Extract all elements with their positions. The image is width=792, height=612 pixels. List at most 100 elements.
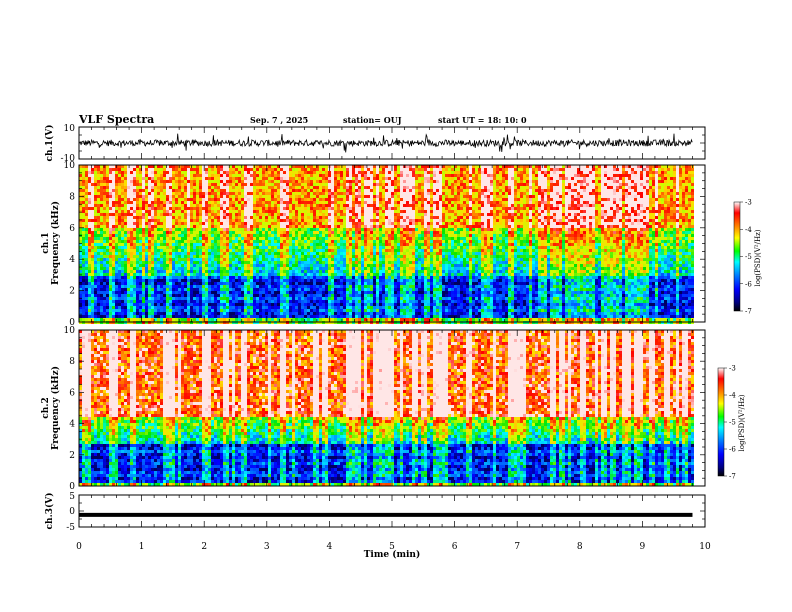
- spectrogram-cell: [250, 180, 253, 183]
- spectrogram-cell: [292, 315, 295, 318]
- spectrogram-cell: [220, 282, 223, 285]
- spectrogram-cell: [202, 270, 205, 273]
- spectrogram-cell: [301, 228, 304, 231]
- spectrogram-cell: [337, 222, 340, 225]
- spectrogram-cell: [286, 291, 289, 294]
- spectrogram-cell: [142, 294, 145, 297]
- spectrogram-cell: [163, 300, 166, 303]
- spectrogram-cell: [250, 285, 253, 288]
- spectrogram-cell: [205, 225, 208, 228]
- spectrogram-cell: [142, 219, 145, 222]
- spectrogram-cell: [196, 312, 199, 315]
- spectrogram-cell: [316, 189, 319, 192]
- spectrogram-cell: [322, 189, 325, 192]
- spectrogram-cell: [346, 267, 349, 270]
- spectrogram-cell: [301, 192, 304, 195]
- spectrogram-cell: [124, 177, 127, 180]
- spectrogram-cell: [319, 228, 322, 231]
- spectrogram-cell: [82, 270, 85, 273]
- spectrogram-cell: [244, 165, 247, 168]
- spectrogram-cell: [112, 207, 115, 210]
- spectrogram-cell: [178, 171, 181, 174]
- spectrogram-cell: [241, 255, 244, 258]
- spectrogram-cell: [274, 216, 277, 219]
- spectrogram-cell: [352, 270, 355, 273]
- spectrogram-cell: [340, 261, 343, 264]
- spectrogram-cell: [193, 294, 196, 297]
- spectrogram-cell: [187, 291, 190, 294]
- spectrogram-cell: [85, 306, 88, 309]
- spectrogram-cell: [211, 174, 214, 177]
- spectrogram-cell: [274, 219, 277, 222]
- spectrogram-cell: [346, 285, 349, 288]
- spectrogram-cell: [97, 291, 100, 294]
- spectrogram-cell: [208, 291, 211, 294]
- spectrogram-cell: [112, 273, 115, 276]
- spectrogram-cell: [304, 315, 307, 318]
- spectrogram-cell: [148, 207, 151, 210]
- spectrogram-cell: [166, 234, 169, 237]
- spectrogram-cell: [283, 252, 286, 255]
- spectrogram-cell: [115, 219, 118, 222]
- spectrogram-cell: [139, 303, 142, 306]
- spectrogram-cell: [265, 228, 268, 231]
- spectrogram-cell: [340, 207, 343, 210]
- spectrogram-cell: [115, 243, 118, 246]
- spectrogram-cell: [241, 315, 244, 318]
- spectrogram-cell: [334, 282, 337, 285]
- spectrogram-cell: [172, 231, 175, 234]
- spectrogram-cell: [343, 204, 346, 207]
- spectrogram-cell: [106, 315, 109, 318]
- spectrogram-cell: [268, 228, 271, 231]
- spectrogram-cell: [337, 315, 340, 318]
- spectrogram-cell: [82, 279, 85, 282]
- spectrogram-cell: [202, 195, 205, 198]
- spectrogram-cell: [298, 309, 301, 312]
- spectrogram-cell: [280, 297, 283, 300]
- spectrogram-cell: [289, 282, 292, 285]
- spectrogram-cell: [310, 219, 313, 222]
- spectrogram-cell: [139, 213, 142, 216]
- spectrogram-cell: [328, 255, 331, 258]
- spectrogram-cell: [115, 240, 118, 243]
- spectrogram-cell: [223, 174, 226, 177]
- spectrogram-cell: [160, 201, 163, 204]
- spectrogram-cell: [349, 192, 352, 195]
- spectrogram-cell: [331, 222, 334, 225]
- spectrogram-cell: [211, 309, 214, 312]
- spectrogram-cell: [346, 189, 349, 192]
- spectrogram-cell: [289, 177, 292, 180]
- spectrogram-cell: [190, 279, 193, 282]
- spectrogram-cell: [316, 222, 319, 225]
- spectrogram-cell: [208, 279, 211, 282]
- spectrogram-cell: [292, 276, 295, 279]
- spectrogram-cell: [139, 207, 142, 210]
- spectrogram-cell: [100, 303, 103, 306]
- spectrogram-cell: [184, 288, 187, 291]
- spectrogram-cell: [322, 231, 325, 234]
- spectrogram-cell: [190, 201, 193, 204]
- spectrogram-cell: [319, 246, 322, 249]
- spectrogram-cell: [328, 273, 331, 276]
- spectrogram-cell: [85, 294, 88, 297]
- spectrogram-cell: [103, 174, 106, 177]
- spectrogram-cell: [175, 255, 178, 258]
- spectrogram-cell: [259, 300, 262, 303]
- spectrogram-cell: [310, 303, 313, 306]
- spectrogram-cell: [133, 192, 136, 195]
- spectrogram-cell: [301, 249, 304, 252]
- spectrogram-cell: [130, 315, 133, 318]
- spectrogram-cell: [286, 306, 289, 309]
- spectrogram-cell: [229, 255, 232, 258]
- spectrogram-cell: [196, 309, 199, 312]
- spectrogram-cell: [289, 216, 292, 219]
- spectrogram-cell: [133, 186, 136, 189]
- spectrogram-cell: [172, 240, 175, 243]
- spectrogram-cell: [301, 255, 304, 258]
- spectrogram-cell: [115, 237, 118, 240]
- spectrogram-cell: [190, 297, 193, 300]
- spectrogram-cell: [166, 273, 169, 276]
- spectrogram-cell: [286, 168, 289, 171]
- spectrogram-cell: [304, 246, 307, 249]
- spectrogram-cell: [115, 222, 118, 225]
